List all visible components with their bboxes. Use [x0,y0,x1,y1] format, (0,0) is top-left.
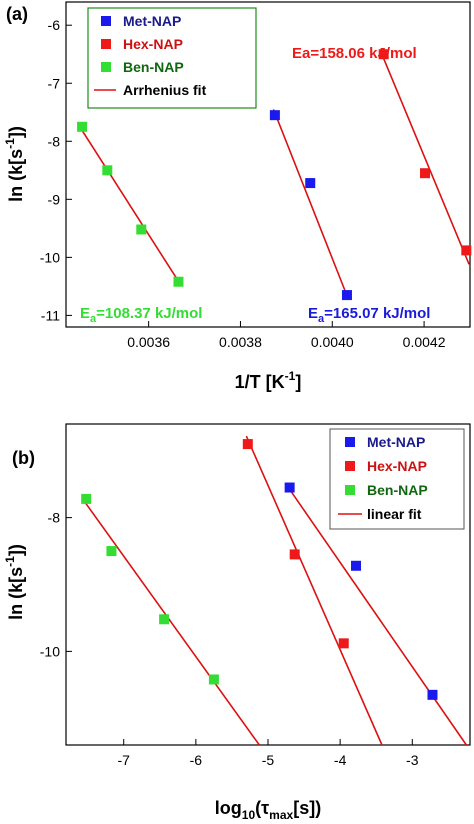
x-axis-label-b-sub2: max [269,808,293,822]
legend-label: Hex-NAP [367,458,427,474]
legend-label: Arrhenius fit [123,82,207,98]
fit-line [245,435,383,746]
x-tick-label: 0.0036 [127,334,170,350]
data-point [461,245,472,256]
data-point [427,689,438,700]
y-axis-label-a: ln (k[s-1]) [3,126,26,202]
legend-label: Ben-NAP [367,482,428,498]
plot-frame-a [65,1,471,328]
x-tick-label: -5 [262,752,275,768]
legend-marker [345,461,355,471]
panel-a: (a) 0.0036 0.0038 0.0040 0.0042 -6 -7 -8 -9 -10 -… [3,1,472,392]
data-point [289,549,300,560]
panel-label-b: (b) [12,448,35,468]
y-tick-label: -8 [48,133,61,149]
legend-label: Met-NAP [367,434,425,450]
data-point [269,110,280,121]
fit-lines-a [79,53,470,300]
annotation-met-sub: a [318,313,325,325]
annotation-hex-ea: Ea=158.06 kJ/mol [292,45,417,62]
x-tick-label: 0.0040 [311,334,354,350]
data-point [81,493,92,504]
x-axis-label-b-sub: 10 [242,808,256,822]
annotation-ben-e: E [80,305,90,322]
legend-marker [101,39,111,49]
legend-a: Met-NAP Hex-NAP Ben-NAP Arrhenius fit [87,7,257,109]
data-point [341,290,352,301]
annotation-met-rest: =165.07 kJ/mol [324,305,430,322]
x-axis-label-a-main: 1/T [K [235,372,285,392]
data-point [106,546,117,557]
x-axis-label-a: 1/T [K-1] [235,369,302,392]
data-point [351,560,362,571]
data-point [208,674,219,685]
legend-marker [101,62,111,72]
y-tick-label: -6 [48,17,61,33]
annotation-ben-rest: =108.37 kJ/mol [96,305,202,322]
legend-box-a [87,7,257,109]
annotation-met-ea: Ea=165.07 kJ/mol [308,305,430,325]
panel-label-a: (a) [6,4,28,24]
legend-marker [101,16,111,26]
x-axis-label-b-mid: (τ [255,798,269,818]
y-axis-label-b: ln (k[s-1]) [3,544,26,620]
annotation-ben-sub: a [90,313,97,325]
data-points-a [77,49,472,301]
y-tick-label: -9 [48,191,61,207]
axes-b: -7 -6 -5 -4 -3 -8 -10 [40,510,419,768]
data-point [242,439,253,450]
legend-label: Hex-NAP [123,36,183,52]
fit-lines-b [83,435,468,746]
y-axis-label-a-end: ]) [6,126,26,138]
data-point [159,614,170,625]
panel-b: (b) -7 -6 -5 -4 -3 -8 -10 Met-NAP Hex-NAP Ben-NA… [3,423,471,822]
legend-label: linear fit [367,506,422,522]
y-axis-label-a-main: ln (k[s [6,149,26,202]
x-axis-label-b-end: [s]) [293,798,321,818]
fit-line [272,109,350,300]
data-point [338,638,349,649]
x-tick-label: 0.0038 [219,334,262,350]
y-tick-label: -11 [41,307,60,323]
x-axis-label-a-end: ] [295,372,301,392]
fit-line [83,500,260,746]
data-point [102,165,113,176]
legend-label: Met-NAP [123,13,181,29]
data-point [284,482,295,493]
data-point [77,121,88,132]
data-point [173,276,184,287]
y-axis-label-b-sup: -1 [3,556,17,567]
y-tick-label: -10 [40,643,60,659]
y-axis-label-b-end: ]) [6,544,26,556]
data-point [305,178,316,189]
data-points-b [81,439,438,700]
legend-label: Ben-NAP [123,59,184,75]
data-point [420,168,431,179]
annotation-ben-ea: Ea=108.37 kJ/mol [80,305,202,325]
x-tick-label: -7 [117,752,130,768]
x-tick-label: 0.0042 [403,334,446,350]
x-axis-label-a-sup: -1 [285,369,296,383]
legend-b: Met-NAP Hex-NAP Ben-NAP linear fit [329,428,465,530]
y-axis-label-b-main: ln (k[s [6,567,26,620]
data-point [136,224,147,235]
x-axis-label-b-main: log [215,798,242,818]
y-axis-label-a-sup: -1 [3,138,17,149]
y-tick-label: -7 [48,75,61,91]
y-tick-label: -8 [48,510,61,526]
fit-line [381,53,470,265]
axes-a: 0.0036 0.0038 0.0040 0.0042 -6 -7 -8 -9 -10 -11 [40,17,446,350]
x-tick-label: -6 [190,752,203,768]
x-axis-label-b: log10(τmax[s]) [215,798,321,822]
annotation-met-e: E [308,305,318,322]
fit-line [285,483,468,746]
x-tick-label: -4 [334,752,347,768]
fit-line [79,126,181,284]
legend-marker [345,485,355,495]
legend-marker [345,437,355,447]
data-point [378,49,389,60]
x-tick-label: -3 [406,752,419,768]
y-tick-label: -10 [40,249,60,265]
